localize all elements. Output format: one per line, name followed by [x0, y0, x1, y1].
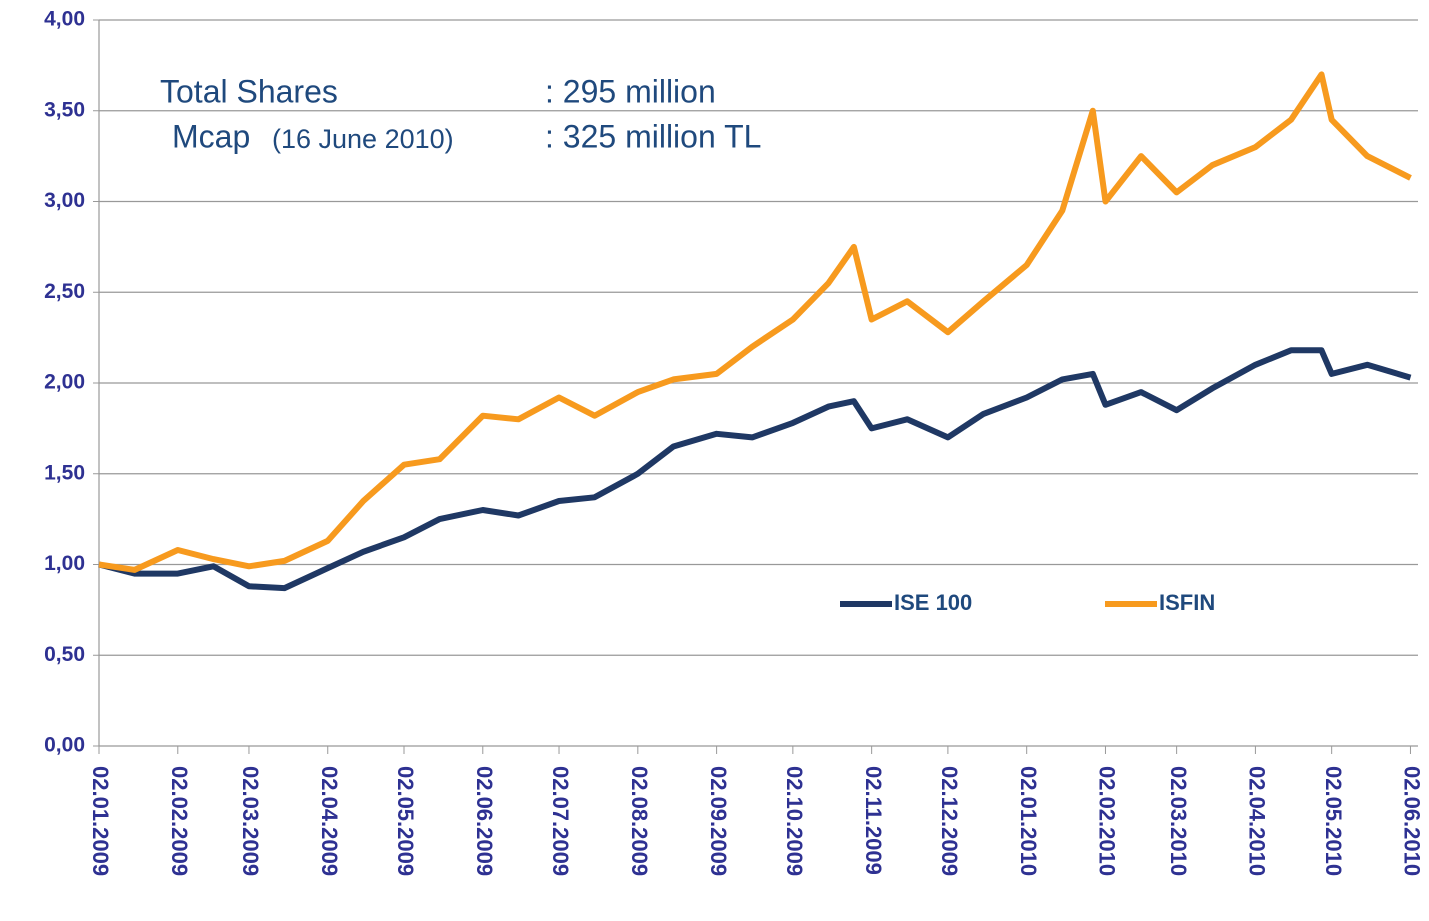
x-tick-label: 02.11.2009 [861, 766, 886, 875]
x-tick-label: 02.03.2009 [238, 766, 263, 876]
annotation: Total Shares [160, 73, 338, 109]
x-tick-label: 02.10.2009 [782, 766, 807, 876]
y-tick-label: 4,00 [44, 8, 85, 31]
y-tick-label: 1,00 [44, 552, 85, 575]
y-tick-label: 3,50 [44, 98, 85, 121]
line [98, 71, 1412, 573]
x-tick-label: 02.06.2010 [1400, 766, 1425, 876]
line [98, 347, 1412, 592]
x-tick-label: 02.05.2010 [1321, 766, 1346, 876]
y-tick-label: 1,50 [44, 461, 85, 484]
x-tick-label: 02.08.2009 [627, 766, 652, 876]
y-tick-label: 2,00 [44, 371, 85, 394]
annotation: Mcap [172, 118, 250, 154]
legend-label: ISE 100 [894, 590, 972, 615]
x-tick-label: 02.04.2009 [317, 766, 342, 876]
x-tick-label: 02.01.2009 [88, 766, 113, 876]
y-tick-label: 0,50 [44, 643, 85, 666]
x-tick-label: 02.01.2010 [1016, 766, 1041, 876]
legend-label: ISFIN [1159, 590, 1215, 615]
y-tick-label: 2,50 [44, 280, 85, 303]
x-tick-label: 02.03.2010 [1166, 766, 1191, 876]
x-tick-label: 02.06.2009 [472, 766, 497, 876]
annotation-note: (16 June 2010) [272, 124, 454, 154]
x-tick-label: 02.04.2010 [1245, 766, 1270, 876]
y-tick-label: 3,00 [44, 189, 85, 212]
x-tick-label: 02.09.2009 [706, 766, 731, 876]
x-tick-label: 02.12.2009 [937, 766, 962, 876]
x-tick-label: 02.02.2009 [167, 766, 192, 876]
annotation-value: : 325 million TL [545, 118, 761, 154]
x-tick-label: 02.02.2010 [1095, 766, 1120, 876]
y-tick-label: 0,00 [44, 734, 85, 757]
annotation-value: : 295 million [545, 73, 716, 109]
x-tick-label: 02.07.2009 [548, 766, 573, 876]
x-tick-label: 02.05.2009 [393, 766, 418, 876]
